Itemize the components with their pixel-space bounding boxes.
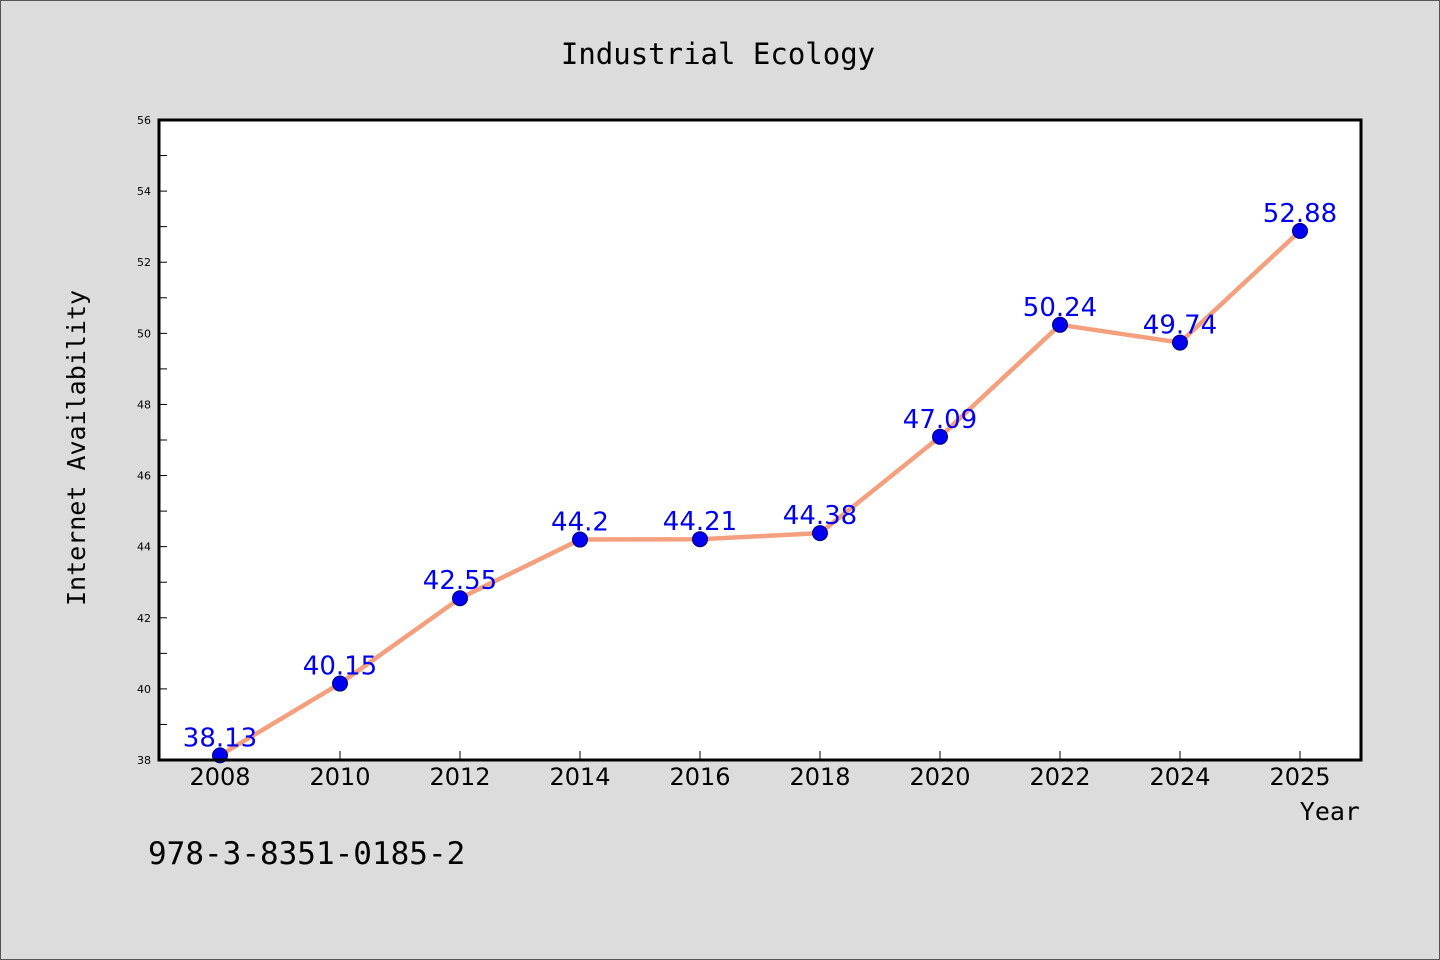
y-tick-label: 54 (137, 185, 151, 198)
data-point-label: 50.24 (1023, 293, 1097, 323)
data-point-label: 44.38 (783, 501, 857, 531)
data-point-marker (1292, 222, 1308, 239)
y-axis-label: Internet Availability (62, 290, 91, 606)
data-point-label: 42.55 (423, 566, 497, 596)
data-point-marker (452, 590, 468, 607)
x-tick-label: 2016 (669, 763, 730, 791)
x-tick-label: 2018 (789, 763, 850, 791)
footer-isbn: 978-3-8351-0185-2 (148, 836, 465, 872)
data-point-label: 52.88 (1263, 199, 1337, 229)
data-point-marker (1052, 316, 1068, 333)
plot-area (159, 120, 1361, 760)
y-tick-label: 48 (137, 398, 151, 411)
y-axis: 38 40 42 44 46 48 50 52 54 56 (137, 114, 167, 767)
data-point-marker (812, 525, 828, 542)
x-tick-label: 2020 (909, 763, 970, 791)
x-tick-label: 2012 (429, 763, 490, 791)
data-point-marker (572, 531, 588, 548)
data-point-label: 44.21 (663, 507, 737, 537)
data-point-marker (692, 531, 708, 548)
data-point-marker (1172, 334, 1188, 351)
y-tick-label: 46 (137, 470, 151, 483)
data-point-label: 44.2 (551, 508, 609, 538)
x-tick-label: 2008 (189, 763, 250, 791)
x-tick-label: 2022 (1029, 763, 1090, 791)
y-tick-label: 38 (137, 754, 151, 767)
series-markers (212, 222, 1308, 764)
y-tick-label: 42 (137, 612, 151, 625)
x-axis-label: Year (1300, 797, 1360, 826)
data-point-label: 40.15 (303, 652, 377, 682)
y-tick-label: 56 (137, 114, 151, 127)
data-point-label: 38.13 (183, 723, 257, 753)
x-axis: 2008 2010 2012 2014 2016 2018 2020 2022 2024 2025 (189, 751, 1331, 791)
x-tick-label: 2024 (1149, 763, 1210, 791)
x-tick-label: 2025 (1269, 763, 1330, 791)
series-line (217, 228, 1303, 758)
data-point-marker (932, 428, 948, 445)
y-tick-label: 40 (137, 683, 151, 696)
y-tick-label: 50 (137, 327, 151, 340)
chart-title: Industrial Ecology (561, 37, 875, 71)
y-tick-label: 52 (137, 256, 151, 269)
y-tick-label: 44 (137, 541, 151, 554)
plot-frame (157, 118, 1363, 762)
data-point-label: 49.74 (1143, 311, 1217, 341)
data-labels: 38.13 40.15 42.55 44.2 44.21 44.38 47.09 50.24 4… (183, 199, 1337, 753)
data-point-marker (332, 675, 348, 692)
data-point-label: 47.09 (903, 405, 977, 435)
x-tick-label: 2014 (549, 763, 610, 791)
x-tick-label: 2010 (309, 763, 370, 791)
